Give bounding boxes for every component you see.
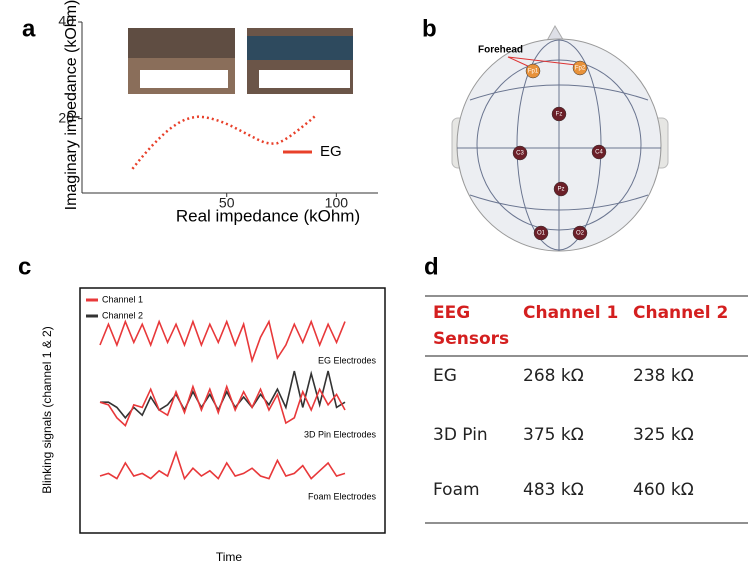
electrode-label: Fz <box>556 112 563 118</box>
table-cell: 3D Pin <box>433 425 488 445</box>
signal-trace <box>99 384 346 427</box>
signal-trace <box>99 319 346 364</box>
x-axis-label: Real impedance (kOhm) <box>176 206 360 225</box>
electrode <box>572 60 588 76</box>
plot-frame <box>79 287 386 534</box>
electrode-label: Fp2 <box>575 66 586 72</box>
y-tick-label: 20 <box>58 109 74 125</box>
trace-label: EG Electrodes <box>318 355 377 365</box>
table-cell: EG <box>433 366 457 386</box>
legend-label: EG <box>320 143 342 160</box>
table-cell: 483 kΩ <box>523 480 584 500</box>
panel-label: d <box>424 253 439 280</box>
trace-label: 3D Pin Electrodes <box>304 429 377 439</box>
photo-mask <box>259 70 350 88</box>
table-header: EEG Sensors <box>433 303 509 349</box>
electrode <box>553 181 569 197</box>
head-grid <box>457 39 661 251</box>
panel-label: c <box>18 253 31 280</box>
electrode <box>551 106 567 122</box>
electrode <box>533 225 549 241</box>
annotation: Forehead <box>478 45 523 56</box>
electrode <box>591 144 607 160</box>
trace-label: Foam Electrodes <box>308 491 377 501</box>
electrode <box>525 63 541 79</box>
x-tick-label: 50 <box>219 195 235 211</box>
electrode-label: O1 <box>537 231 546 237</box>
table-header: Channel 2 <box>633 303 728 323</box>
electrode-label: C4 <box>595 150 603 156</box>
legend-label: Channel 1 <box>102 294 143 304</box>
table-cell: 460 kΩ <box>633 480 694 500</box>
panel-label: b <box>422 15 437 42</box>
electrode <box>512 145 528 161</box>
electrode-label: Pz <box>557 187 564 193</box>
table-header: Channel 1 <box>523 303 618 323</box>
photo-headband <box>247 36 353 60</box>
arrow <box>507 56 577 66</box>
signal-trace <box>100 370 346 420</box>
y-axis-label: Imaginary impedance (kOhm) <box>63 0 80 210</box>
photo-hair <box>128 28 235 58</box>
y-axis-label: Blinking signals (channel 1 & 2) <box>40 326 54 493</box>
panel-label: a <box>22 15 36 42</box>
photo-mask <box>140 70 228 88</box>
signal-trace <box>99 450 346 481</box>
x-axis-label: Time <box>216 550 243 564</box>
electrode-label: O2 <box>576 231 585 237</box>
data-line <box>131 113 318 170</box>
arrow <box>507 56 531 68</box>
table-cell: Foam <box>433 480 480 500</box>
electrode <box>572 225 588 241</box>
table-cell: 238 kΩ <box>633 366 694 386</box>
electrode-label: C3 <box>516 151 524 157</box>
table-cell: 325 kΩ <box>633 425 694 445</box>
x-tick-label: 100 <box>325 195 349 211</box>
y-tick-label: 40 <box>58 13 74 29</box>
legend-label: Channel 2 <box>102 310 143 320</box>
electrode-label: Fp1 <box>528 69 539 75</box>
table-cell: 375 kΩ <box>523 425 584 445</box>
table-cell: 268 kΩ <box>523 366 584 386</box>
